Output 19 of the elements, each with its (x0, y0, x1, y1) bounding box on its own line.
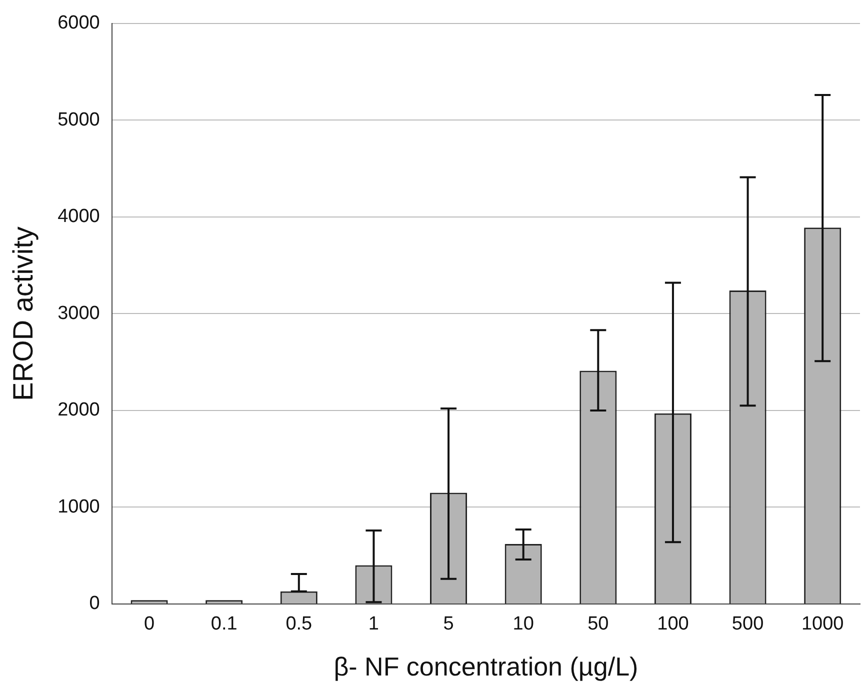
y-tick-label: 4000 (58, 206, 100, 228)
y-tick-label: 2000 (58, 400, 100, 421)
y-tick-label: 6000 (58, 12, 100, 34)
x-tick-label: 50 (588, 614, 609, 635)
x-tick-label: 0.5 (286, 614, 312, 635)
y-axis-title: EROD activity (8, 226, 39, 401)
x-tick-label: 1 (368, 614, 380, 635)
x-tick-label: 0 (144, 614, 155, 635)
x-tick-label: 10 (512, 614, 534, 635)
y-tick-label: 1000 (58, 496, 100, 518)
x-tick-label: 100 (657, 614, 689, 635)
x-tick-label: 5 (443, 614, 454, 635)
y-tick-label: 0 (89, 593, 100, 614)
x-tick-label: 0.1 (210, 614, 238, 635)
x-tick-label: 1000 (801, 614, 844, 635)
y-tick-label: 3000 (58, 302, 100, 324)
x-axis-title: β- NF concentration (µg/L) (334, 652, 638, 682)
y-tick-label: 5000 (58, 109, 100, 130)
x-tick-label: 500 (732, 614, 764, 635)
